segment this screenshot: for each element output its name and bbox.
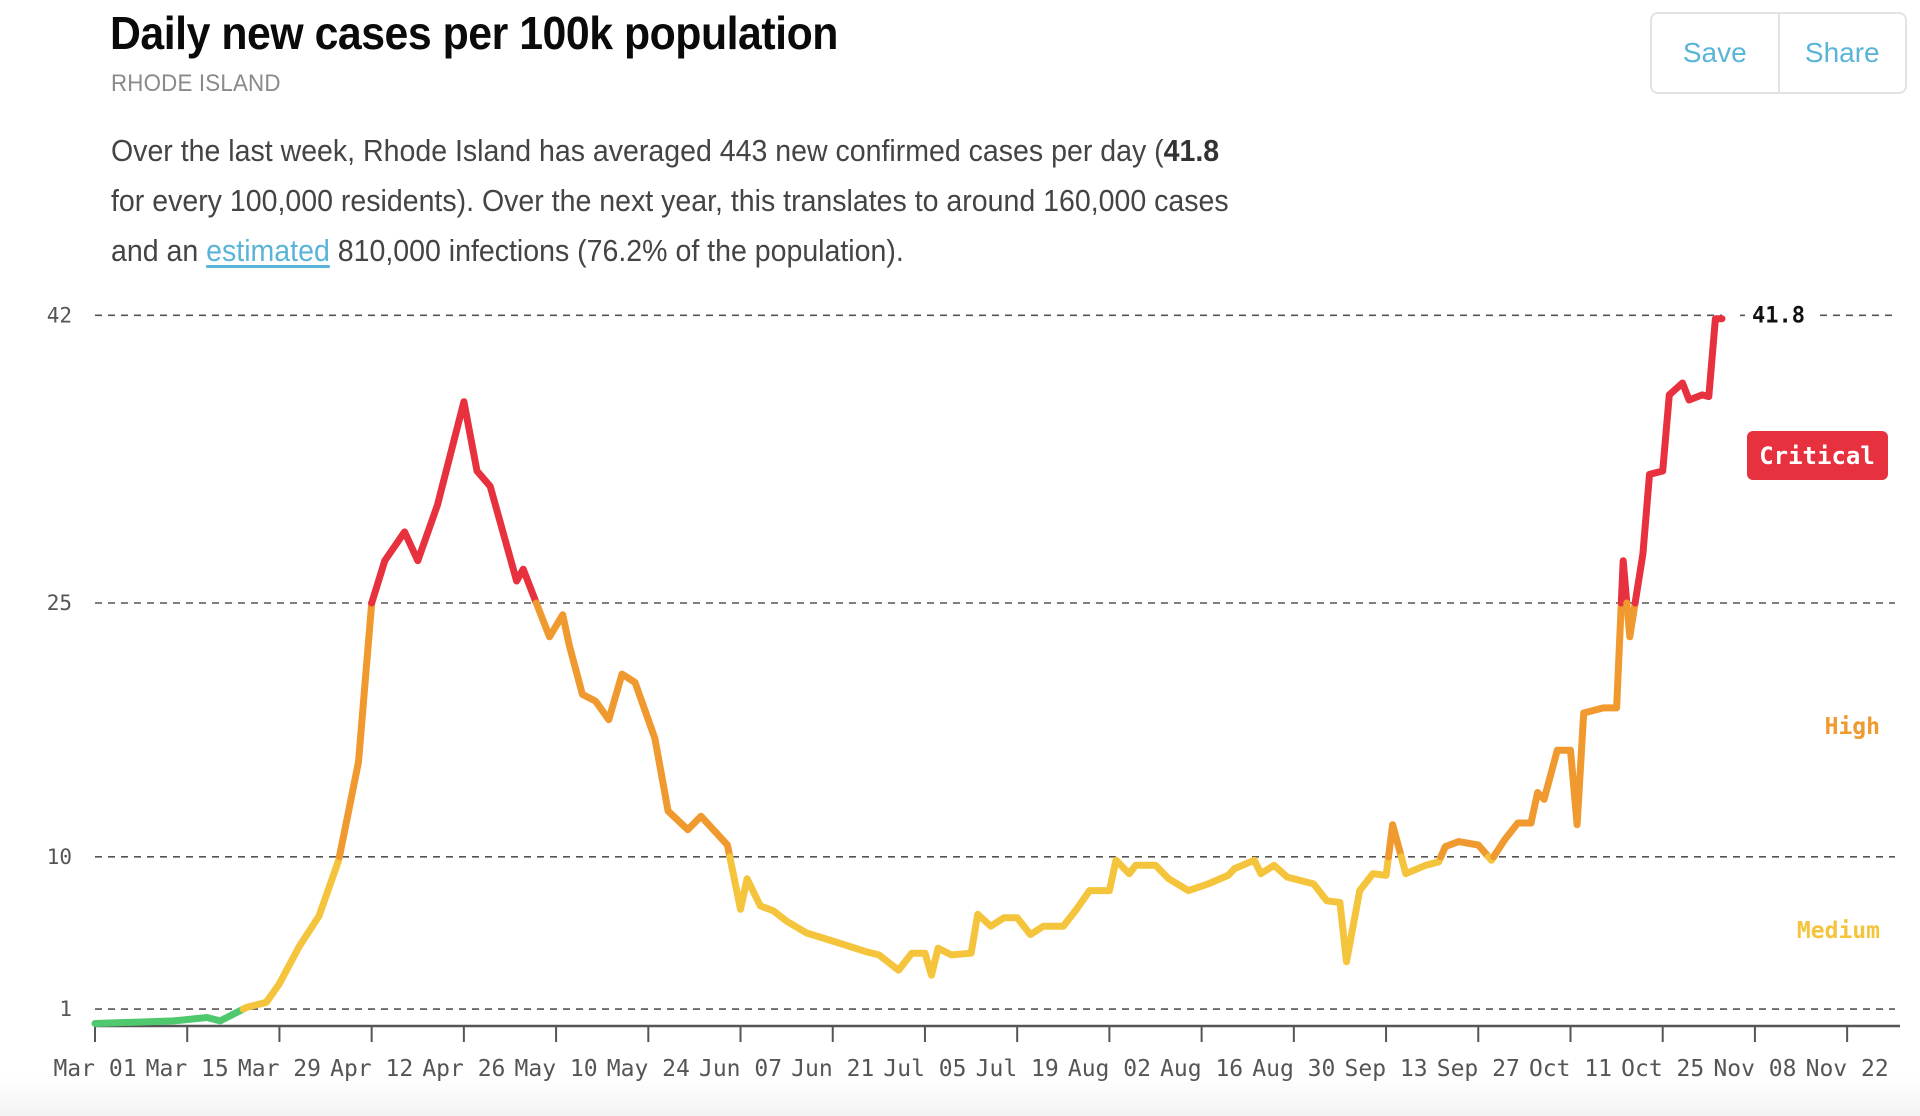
line-segment	[335, 599, 376, 861]
y-tick-label: 42	[47, 303, 72, 327]
x-tick-label: Apr 26	[422, 1056, 505, 1082]
y-tick-label: 25	[47, 591, 72, 615]
save-button[interactable]: Save	[1652, 14, 1778, 92]
x-tick-label: Sep 13	[1345, 1056, 1428, 1082]
x-tick-label: May 10	[515, 1056, 598, 1082]
estimated-link[interactable]: estimated	[206, 233, 330, 268]
critical-label: Critical	[1759, 442, 1875, 470]
medium-label: Medium	[1797, 918, 1880, 944]
y-tick-label: 1	[59, 997, 72, 1021]
x-tick-label: Aug 30	[1252, 1056, 1335, 1082]
grid-lines	[95, 314, 1895, 1010]
line-segment	[91, 1005, 247, 1027]
x-tick-label: Jun 21	[791, 1056, 874, 1082]
annotations: 41.8 Critical High Medium	[1747, 303, 1888, 944]
critical-badge	[1747, 431, 1888, 480]
summary-description: Over the last week, Rhode Island has ave…	[111, 126, 1252, 276]
line-segment	[532, 599, 734, 861]
line-segment	[1631, 315, 1726, 607]
action-button-group: Save Share	[1650, 12, 1907, 94]
x-tick-label: Sep 27	[1437, 1056, 1520, 1082]
line-segment	[1385, 821, 1405, 861]
x-tick-label: Oct 25	[1621, 1056, 1704, 1082]
y-tick-label: 10	[47, 845, 72, 869]
line-segment	[368, 398, 540, 607]
x-tick-label: Aug 02	[1068, 1056, 1151, 1082]
line-segment	[1623, 599, 1639, 641]
line-segment	[1437, 838, 1492, 861]
x-tick-label: Nov 08	[1713, 1056, 1796, 1082]
summary-text-1: Over the last week, Rhode Island has ave…	[111, 133, 1164, 168]
x-tick-label: Nov 22	[1806, 1056, 1889, 1082]
x-tick-label: Mar 01	[53, 1056, 136, 1082]
x-axis: Mar 01 Mar 15 Mar 29 Apr 12 Apr 26 May 10 May …	[53, 1024, 1900, 1082]
line-segment	[726, 853, 1392, 979]
line-segment	[239, 853, 343, 1013]
x-tick-label: Apr 12	[330, 1056, 413, 1082]
share-button[interactable]: Share	[1777, 14, 1906, 92]
summary-text-3: 810,000 infections (76.2% of the populat…	[329, 233, 904, 268]
line-segment	[1397, 853, 1445, 878]
x-tick-label: Aug 16	[1160, 1056, 1243, 1082]
cases-line	[91, 315, 1726, 1027]
x-tick-label: Oct 11	[1529, 1056, 1612, 1082]
x-tick-label: May 24	[607, 1056, 690, 1082]
x-tick-label: Jul 19	[976, 1056, 1059, 1082]
region-subtitle: RHODE ISLAND	[111, 70, 281, 97]
y-axis-labels: 1 10 25 42	[47, 303, 72, 1021]
line-segment	[1617, 557, 1631, 607]
x-tick-label: Mar 15	[146, 1056, 229, 1082]
x-tick-label: Jul 05	[883, 1056, 966, 1082]
summary-text-2: for every 100,000 residents). Over the n…	[111, 183, 1229, 268]
high-label: High	[1825, 714, 1880, 740]
x-tick-label: Jun 07	[699, 1056, 782, 1082]
page-title: Daily new cases per 100k population	[110, 7, 838, 59]
x-tick-label: Mar 29	[238, 1056, 321, 1082]
summary-rate-value: 41.8	[1163, 133, 1220, 168]
last-value-label: 41.8	[1752, 303, 1805, 328]
line-segment	[1490, 599, 1625, 861]
